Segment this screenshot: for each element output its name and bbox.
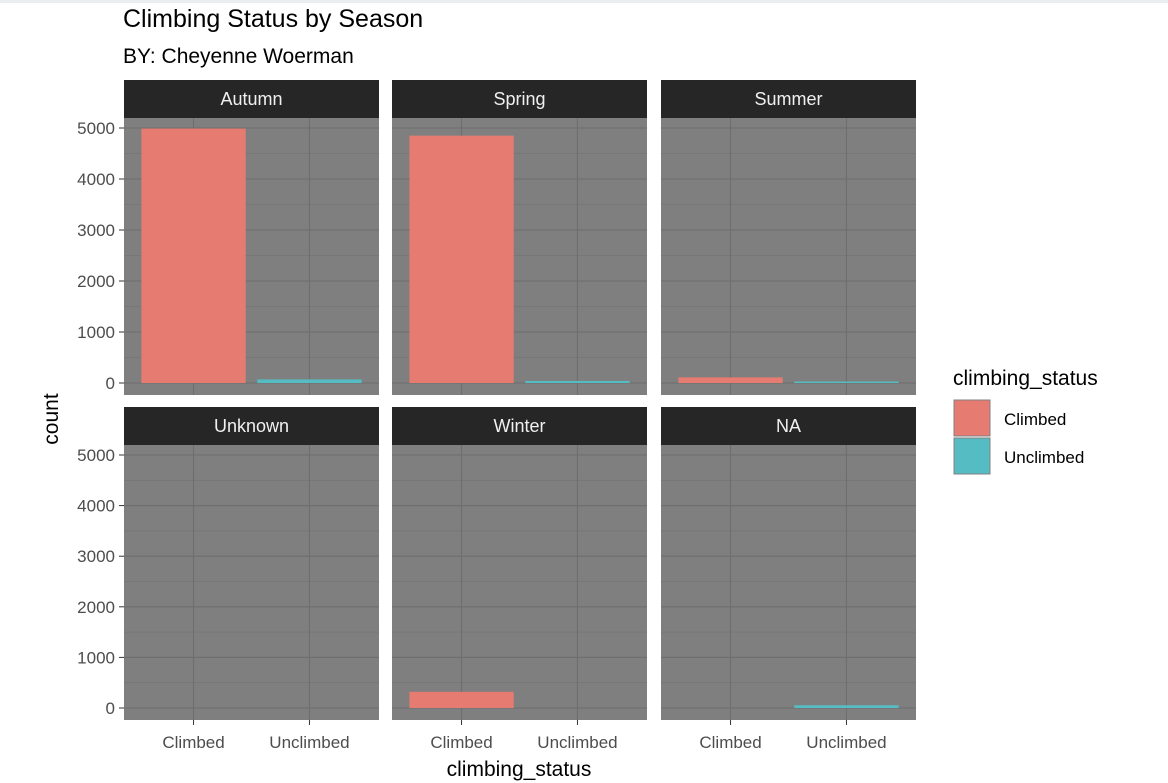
y-tick-label: 1000 xyxy=(77,323,115,342)
bar-summer-unclimbed xyxy=(794,381,899,383)
bar-na-unclimbed xyxy=(794,705,899,708)
bar-autumn-climbed xyxy=(141,128,246,383)
facet-panels: Autumn Spring Summer Unknown Winter NA xyxy=(124,80,916,720)
facet-panel-na: NA xyxy=(661,407,916,720)
panel-background xyxy=(661,445,916,720)
x-axis-title: climbing_status xyxy=(447,758,592,781)
facet-panel-summer: Summer xyxy=(661,80,916,395)
legend-label-unclimbed: Unclimbed xyxy=(1004,448,1084,467)
facet-panel-spring: Spring xyxy=(392,80,647,395)
chart-subtitle: BY: Cheyenne Woerman xyxy=(123,45,354,68)
x-tick-label: Climbed xyxy=(430,733,492,752)
strip-background xyxy=(392,407,647,445)
bar-autumn-unclimbed xyxy=(257,379,362,383)
y-tick-label: 3000 xyxy=(77,221,115,240)
y-tick-label: 0 xyxy=(106,374,115,393)
bar-winter-climbed xyxy=(409,691,514,708)
bar-spring-climbed xyxy=(409,135,514,383)
strip-background xyxy=(661,80,916,118)
panel-background xyxy=(392,445,647,720)
y-axes: 0 1000 2000 3000 4000 5000 0 1000 2000 3000 4000 50… xyxy=(77,119,124,718)
strip-background xyxy=(124,80,379,118)
legend-title: climbing_status xyxy=(953,367,1098,390)
x-tick-label: Unclimbed xyxy=(269,733,349,752)
bar-spring-unclimbed xyxy=(525,380,630,383)
facet-label: Winter xyxy=(493,416,545,436)
facet-label: Unknown xyxy=(214,416,289,436)
facet-label: NA xyxy=(776,416,801,436)
y-tick-label: 0 xyxy=(106,699,115,718)
strip-background xyxy=(392,80,647,118)
x-axes: Climbed Unclimbed Climbed Unclimbed Climbed U… xyxy=(162,720,887,752)
facet-panel-unknown: Unknown xyxy=(124,407,379,720)
facet-label: Summer xyxy=(754,89,822,109)
x-tick-label: Unclimbed xyxy=(806,733,886,752)
legend-label-climbed: Climbed xyxy=(1004,410,1066,429)
facet-label: Spring xyxy=(493,89,545,109)
x-tick-label: Climbed xyxy=(162,733,224,752)
y-axis-title: count xyxy=(40,393,63,445)
legend-key-climbed xyxy=(953,399,991,437)
y-tick-label: 4000 xyxy=(77,170,115,189)
bar-summer-climbed xyxy=(678,377,783,383)
facet-label: Autumn xyxy=(220,89,282,109)
facet-panel-winter: Winter xyxy=(392,407,647,720)
strip-background xyxy=(661,407,916,445)
legend: climbing_status Climbed Unclimbed xyxy=(953,367,1098,475)
y-tick-label: 2000 xyxy=(77,272,115,291)
x-tick-label: Climbed xyxy=(699,733,761,752)
chart-title: Climbing Status by Season xyxy=(123,5,423,33)
panel-background xyxy=(124,445,379,720)
y-tick-label: 4000 xyxy=(77,497,115,516)
y-tick-label: 1000 xyxy=(77,648,115,667)
panel-background xyxy=(661,118,916,395)
facet-panel-autumn: Autumn xyxy=(124,80,379,395)
y-tick-label: 5000 xyxy=(77,119,115,138)
top-border xyxy=(0,0,1168,3)
y-tick-label: 5000 xyxy=(77,446,115,465)
strip-background xyxy=(124,407,379,445)
x-tick-label: Unclimbed xyxy=(537,733,617,752)
y-tick-label: 3000 xyxy=(77,547,115,566)
y-tick-label: 2000 xyxy=(77,598,115,617)
legend-key-unclimbed xyxy=(953,437,991,475)
